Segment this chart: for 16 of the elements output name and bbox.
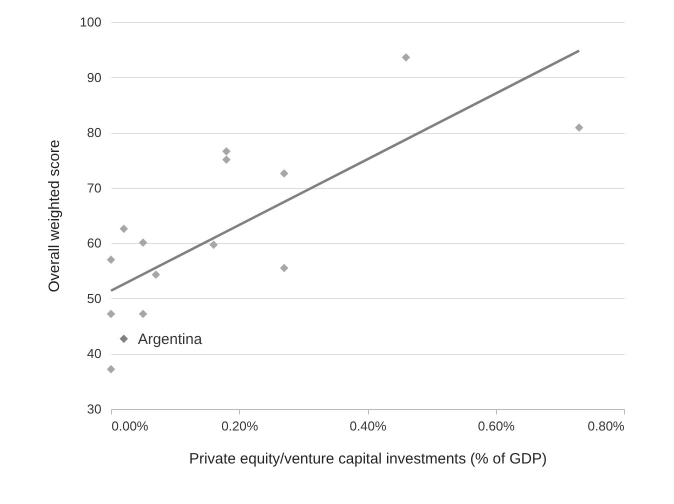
y-tick-label: 70 [87,180,102,196]
y-tick-label: 90 [87,70,102,85]
x-tick-label: 0.40% [350,418,387,434]
y-tick-label: 60 [87,236,102,251]
y-tick-label: 80 [87,125,102,140]
y-tick-label: 40 [87,346,102,362]
y-axis-title: Overall weighted score [46,140,63,292]
x-tick-label: 0.00% [112,418,149,434]
annotation: Argentina [138,330,203,348]
x-tick-label: 0.60% [478,418,516,434]
x-axis-title: Private equity/venture capital investments (% of GDP) [189,450,547,468]
y-tick-label: 30 [87,402,102,416]
y-tick-label: 100 [80,14,102,30]
y-tick-label: 50 [87,290,102,306]
x-tick-label: 0.80% [588,418,625,434]
x-tick-label: 0.20% [221,418,259,434]
